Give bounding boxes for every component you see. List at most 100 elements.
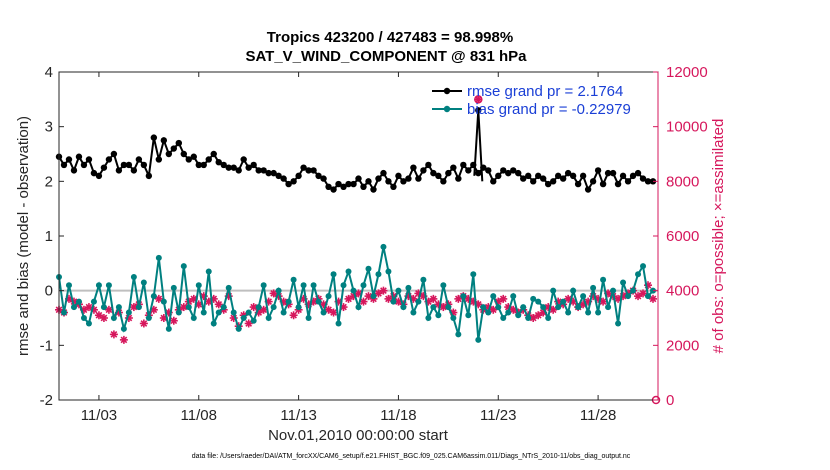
- rmse-point: [604, 169, 612, 177]
- rmse-point: [584, 186, 592, 193]
- bias-point: [95, 282, 102, 289]
- rmse-point: [410, 164, 417, 171]
- rmse-point: [210, 150, 217, 158]
- rmse-point: [265, 169, 272, 177]
- rmse-point: [495, 172, 502, 180]
- bias-point: [75, 298, 82, 305]
- rmse-point: [330, 186, 337, 193]
- rmse-point: [190, 153, 197, 160]
- rmse-point: [300, 164, 307, 171]
- y-left-tick-label: -1: [40, 337, 53, 354]
- bias-point: [530, 295, 537, 302]
- bias-point: [595, 309, 602, 316]
- y-axis-right: 0 2000 4000 6000 8000 10000 12000: [653, 64, 708, 409]
- rmse-point: [245, 164, 252, 171]
- bias-point: [645, 293, 652, 300]
- bias-point: [445, 304, 452, 311]
- legend-rmse-label: rmse grand pr = 2.1764: [467, 83, 623, 100]
- rmse-point: [644, 178, 652, 185]
- bias-point: [60, 309, 67, 316]
- bias-point: [210, 320, 217, 327]
- obs-assimilated-point: [169, 316, 178, 325]
- rmse-point: [250, 161, 257, 169]
- bias-point: [180, 263, 187, 270]
- rmse-point: [270, 169, 277, 177]
- bias-point: [65, 282, 72, 289]
- rmse-point: [594, 167, 602, 174]
- rmse-point: [145, 172, 153, 180]
- bias-point: [105, 282, 112, 289]
- bias-point: [320, 309, 327, 316]
- rmse-point: [90, 169, 98, 177]
- rmse-point: [215, 159, 222, 166]
- bias-point: [560, 298, 567, 305]
- bias-point: [585, 309, 592, 316]
- rmse-point: [225, 164, 232, 171]
- rmse-point: [315, 172, 322, 180]
- obs-assimilated-point: [289, 311, 298, 320]
- rmse-point: [544, 180, 552, 188]
- rmse-point: [275, 172, 282, 180]
- rmse-point: [165, 150, 173, 158]
- rmse-point: [295, 172, 302, 180]
- rmse-point: [549, 178, 557, 185]
- bias-point: [355, 304, 362, 311]
- rmse-point: [475, 169, 482, 177]
- obs-assimilated-point: [549, 305, 558, 314]
- rmse-spike-point: [475, 107, 482, 114]
- bias-point: [640, 263, 647, 270]
- obs-assimilated-point: [154, 294, 163, 303]
- rmse-point: [345, 180, 352, 188]
- rmse-point: [135, 156, 143, 163]
- rmse-point: [180, 150, 187, 158]
- bias-point: [275, 287, 282, 294]
- bias-point: [345, 268, 352, 275]
- obs-assimilated-point: [259, 305, 268, 314]
- bias-point: [425, 315, 432, 321]
- bias-point: [225, 284, 232, 291]
- x-axis-label: Nov.01,2010 00:00:00 start: [268, 427, 449, 444]
- rmse-point: [525, 172, 532, 180]
- legend: rmse grand pr = 2.1764 bias grand pr = -…: [432, 83, 631, 118]
- rmse-point: [350, 180, 357, 188]
- rmse-point: [130, 167, 138, 174]
- obs-assimilated-point: [429, 294, 438, 303]
- bias-point: [375, 271, 382, 278]
- rmse-point: [195, 161, 202, 169]
- obs-assimilated-point: [139, 319, 148, 328]
- rmse-point: [554, 172, 562, 180]
- plot-area: [59, 72, 658, 400]
- y-left-tick-label: 4: [45, 64, 53, 81]
- bias-point: [590, 284, 597, 291]
- bias-point: [265, 315, 272, 321]
- rmse-point: [490, 178, 497, 185]
- rmse-point: [559, 175, 567, 182]
- rmse-point: [70, 167, 78, 174]
- y-right-tick-label: 12000: [666, 64, 708, 81]
- rmse-point: [400, 178, 407, 185]
- y-axis-right-label: # of obs: o=possible; ×=assimilated: [710, 119, 727, 354]
- bias-point: [100, 304, 107, 311]
- rmse-point: [230, 164, 237, 171]
- bias-point: [195, 282, 202, 289]
- rmse-point: [320, 175, 327, 182]
- rmse-point: [365, 178, 372, 185]
- bias-point: [475, 336, 482, 343]
- rmse-point: [335, 180, 342, 188]
- bias-point: [235, 325, 242, 332]
- bias-point: [340, 282, 347, 289]
- bias-point: [175, 309, 182, 316]
- y-right-tick-label: 10000: [666, 119, 708, 136]
- obs-assimilated-point: [499, 294, 508, 303]
- bias-point: [485, 309, 492, 316]
- bias-point: [575, 304, 582, 311]
- bias-point: [370, 293, 377, 300]
- obs-assimilated-point: [109, 330, 118, 339]
- bias-point: [145, 315, 152, 321]
- bias-point: [540, 304, 547, 311]
- bias-point: [80, 315, 87, 321]
- bias-point: [330, 271, 337, 278]
- bias-point: [450, 315, 457, 321]
- bias-point: [400, 304, 407, 311]
